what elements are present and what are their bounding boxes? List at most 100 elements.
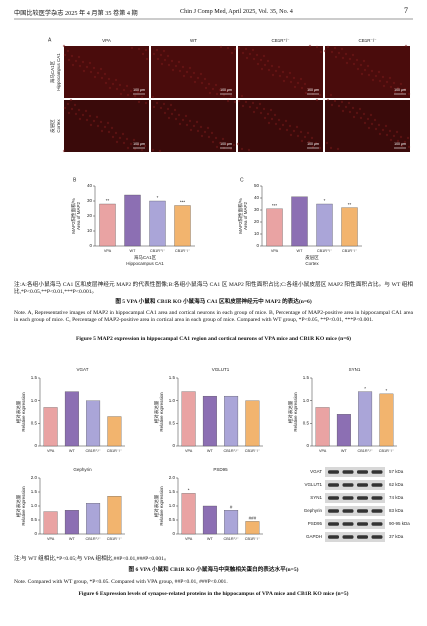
texture (366, 64, 370, 68)
texture (221, 137, 225, 141)
x-tick-label: WT (207, 449, 214, 453)
y-tick-label: 0.5 (31, 517, 38, 522)
texture (285, 128, 289, 132)
texture (245, 56, 249, 60)
texture (119, 92, 123, 96)
y-tick-label: 1.0 (31, 398, 38, 403)
blot-protein: GAPDH (306, 534, 322, 539)
fig5-note-en: Note. A, Representative images of MAP2 i… (14, 310, 413, 324)
texture (92, 119, 96, 123)
y-tick-label: 0 (34, 443, 37, 448)
texture (63, 53, 67, 57)
blot-band (357, 470, 368, 474)
header-right: Chin J Comp Med, April 2025, Vol. 35, No… (180, 8, 293, 15)
texture (307, 140, 311, 144)
texture (260, 67, 264, 71)
texture (370, 69, 374, 73)
texture (259, 111, 263, 115)
y-tick-label: 0 (172, 443, 175, 448)
texture (189, 128, 193, 132)
texture (299, 130, 303, 134)
texture (118, 83, 122, 87)
bar (266, 208, 283, 247)
blot-band (342, 509, 354, 513)
texture (163, 58, 167, 62)
texture (100, 76, 104, 80)
micrograph (64, 100, 149, 152)
y-label-cn: 相对表达量 (153, 494, 160, 517)
texture (214, 136, 218, 140)
texture (122, 141, 126, 145)
texture (388, 76, 392, 80)
y-label-cn: 相对表达量 (287, 400, 294, 423)
y-tick-label: 30 (254, 207, 260, 212)
texture (362, 59, 366, 63)
texture (93, 75, 97, 79)
texture (211, 87, 215, 91)
y-label-en: Relative expression (159, 486, 164, 526)
texture (329, 146, 333, 150)
texture (295, 125, 299, 129)
texture (389, 138, 393, 142)
texture (256, 62, 260, 66)
y-tick-label: 0 (256, 243, 259, 248)
texture (211, 140, 215, 144)
texture (89, 123, 93, 127)
x-tick-label: CB1R⁺/⁻ (224, 537, 239, 541)
texture (344, 52, 348, 56)
texture (374, 127, 378, 131)
texture (247, 148, 251, 152)
bar (358, 391, 373, 447)
texture (229, 94, 233, 98)
texture (284, 119, 288, 123)
y-tick-label: 0 (306, 443, 309, 448)
significance-label: *** (180, 200, 186, 205)
texture (292, 76, 296, 80)
scale-bar-label: 100 μm (133, 88, 145, 92)
texture (326, 45, 330, 49)
row-label-cn: 皮层区 (49, 119, 56, 133)
texture (367, 126, 371, 130)
x-tick-label: CB1R⁻/⁻ (107, 537, 122, 541)
significance-label: * (364, 386, 366, 391)
texture (363, 68, 367, 72)
texture (89, 70, 93, 74)
x-tick-label: CB1R⁻/⁻ (379, 449, 394, 453)
scale-bar-label: 100 μm (307, 88, 319, 92)
y-tick-label: 0.5 (169, 421, 176, 426)
texture (289, 80, 293, 84)
texture (333, 99, 337, 103)
texture (258, 102, 262, 106)
texture (378, 79, 382, 83)
texture (203, 77, 207, 81)
fig5-title-en: Figure 5 MAP2 expression in hippocampal … (75, 336, 352, 342)
texture (162, 102, 166, 106)
y-tick-label: 1.5 (169, 489, 176, 494)
column-label: WT (190, 38, 197, 43)
y-label-en: Relative expression (21, 392, 26, 432)
significance-label: ** (106, 198, 110, 203)
x-tick-label: CB1R⁻/⁻ (245, 537, 260, 541)
texture (399, 135, 403, 139)
texture (115, 87, 119, 91)
blot-band (357, 496, 368, 500)
y-label-cn: MAP2阳性面积/% (237, 198, 244, 234)
texture (173, 108, 177, 112)
significance-label: *** (272, 203, 278, 208)
texture (178, 122, 182, 126)
bar (86, 503, 101, 535)
texture (78, 64, 82, 68)
blot-band (357, 535, 368, 539)
texture (74, 112, 78, 116)
texture (262, 107, 266, 111)
y-label-en: Relative expression (293, 392, 298, 432)
bar (64, 510, 79, 535)
texture (62, 149, 66, 153)
texture (182, 74, 186, 78)
texture (311, 145, 315, 149)
blot-strip (325, 480, 385, 490)
blot-band (328, 535, 339, 539)
blot-band (328, 483, 339, 487)
blot-band (342, 496, 354, 500)
texture (166, 54, 170, 58)
